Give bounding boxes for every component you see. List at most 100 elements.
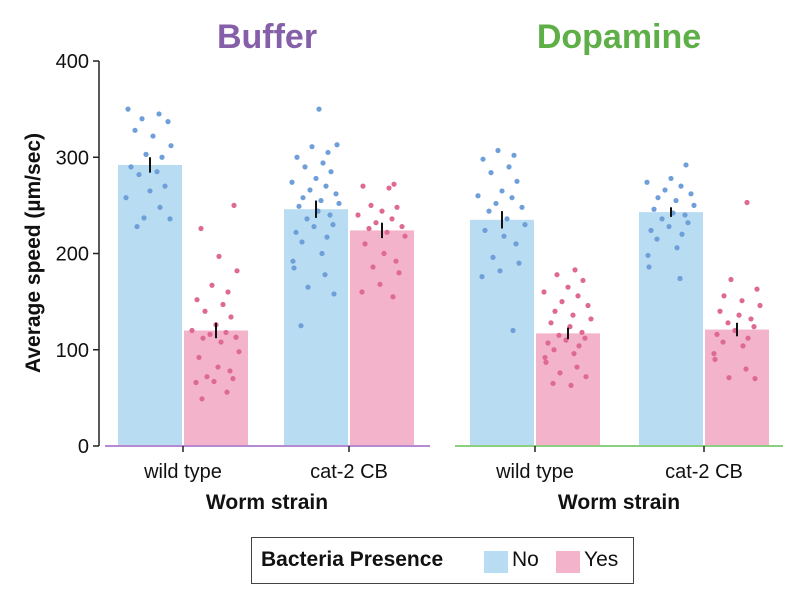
x-tick-label-buffer-cat-2-cb: cat-2 CB — [310, 461, 388, 483]
point-dopamine-cat-2-cb-yes — [744, 199, 750, 206]
point-dopamine-wild-type-no — [490, 254, 496, 260]
point-buffer-wild-type-no — [162, 183, 168, 189]
point-dopamine-wild-type-yes — [552, 308, 558, 314]
point-buffer-wild-type-yes — [224, 389, 230, 395]
point-dopamine-cat-2-cb-no — [662, 187, 668, 193]
point-buffer-wild-type-no — [132, 127, 138, 133]
y-tick-label-200: 200 — [56, 244, 89, 266]
point-buffer-cat-2-cb-yes — [381, 250, 387, 257]
point-buffer-cat-2-cb-no — [293, 229, 299, 235]
y-tick-label-300: 300 — [56, 147, 89, 169]
point-dopamine-cat-2-cb-no — [668, 175, 674, 182]
point-buffer-cat-2-cb-yes — [368, 202, 374, 208]
point-dopamine-wild-type-no — [479, 274, 485, 280]
point-buffer-wild-type-yes — [216, 253, 222, 259]
point-buffer-wild-type-yes — [231, 202, 237, 208]
panel-title-dopamine: Dopamine — [537, 18, 701, 56]
point-dopamine-cat-2-cb-no — [645, 252, 651, 259]
point-dopamine-wild-type-yes — [583, 374, 589, 380]
point-buffer-wild-type-yes — [234, 268, 240, 274]
point-dopamine-wild-type-yes — [585, 302, 591, 309]
point-buffer-wild-type-yes — [228, 314, 234, 320]
point-dopamine-cat-2-cb-no — [678, 183, 684, 189]
point-dopamine-cat-2-cb-no — [659, 216, 665, 222]
point-dopamine-wild-type-no — [475, 193, 481, 199]
point-buffer-wild-type-yes — [207, 331, 213, 337]
point-buffer-wild-type-yes — [196, 354, 202, 361]
point-buffer-cat-2-cb-yes — [359, 289, 365, 295]
point-buffer-wild-type-yes — [193, 379, 199, 386]
point-buffer-cat-2-cb-no — [296, 203, 302, 209]
bar-buffer-cat-2-cb-yes — [350, 230, 414, 446]
point-dopamine-wild-type-yes — [576, 343, 582, 349]
point-dopamine-wild-type-no — [499, 188, 505, 194]
point-dopamine-cat-2-cb-yes — [743, 366, 749, 372]
point-dopamine-wild-type-yes — [542, 354, 548, 361]
point-dopamine-wild-type-yes — [572, 267, 578, 273]
point-buffer-wild-type-yes — [211, 378, 217, 385]
point-dopamine-wild-type-yes — [571, 351, 577, 357]
point-buffer-cat-2-cb-yes — [386, 185, 392, 191]
point-buffer-cat-2-cb-yes — [402, 233, 408, 239]
point-dopamine-wild-type-yes — [568, 382, 574, 388]
point-dopamine-cat-2-cb-no — [666, 223, 672, 230]
point-dopamine-wild-type-no — [519, 204, 525, 210]
point-dopamine-cat-2-cb-yes — [754, 286, 760, 292]
point-dopamine-wild-type-yes — [556, 332, 562, 338]
point-buffer-cat-2-cb-no — [331, 291, 337, 297]
point-dopamine-cat-2-cb-yes — [751, 324, 757, 330]
point-buffer-wild-type-yes — [198, 225, 204, 232]
point-buffer-wild-type-yes — [230, 376, 236, 382]
point-dopamine-cat-2-cb-yes — [728, 276, 734, 283]
point-dopamine-cat-2-cb-no — [677, 275, 683, 282]
point-buffer-cat-2-cb-no — [302, 164, 308, 170]
point-dopamine-cat-2-cb-yes — [739, 298, 745, 304]
point-buffer-wild-type-no — [147, 188, 153, 194]
point-dopamine-cat-2-cb-no — [682, 212, 688, 218]
x-tick-label-buffer-wild-type: wild type — [143, 461, 222, 483]
x-tick-label-dopamine-cat-2-cb: cat-2 CB — [665, 461, 743, 483]
bar-dopamine-wild-type-no — [470, 219, 534, 446]
point-buffer-cat-2-cb-no — [291, 265, 297, 271]
point-dopamine-cat-2-cb-no — [655, 195, 661, 201]
bar-buffer-wild-type-yes — [184, 330, 248, 446]
point-buffer-wild-type-yes — [189, 327, 195, 334]
bar-buffer-wild-type-no — [118, 164, 182, 446]
y-tick-label-100: 100 — [56, 340, 89, 362]
point-dopamine-cat-2-cb-no — [654, 236, 660, 242]
point-buffer-cat-2-cb-yes — [379, 208, 385, 214]
point-dopamine-wild-type-no — [480, 156, 486, 162]
point-dopamine-wild-type-yes — [550, 380, 556, 387]
point-dopamine-cat-2-cb-yes — [711, 351, 717, 357]
point-dopamine-cat-2-cb-yes — [725, 320, 731, 326]
point-buffer-wild-type-no — [165, 119, 171, 125]
point-dopamine-wild-type-yes — [554, 272, 560, 278]
point-buffer-wild-type-no — [150, 133, 156, 139]
point-dopamine-wild-type-yes — [557, 370, 563, 376]
point-buffer-wild-type-yes — [218, 339, 224, 345]
bar-dopamine-cat-2-cb-yes — [705, 329, 769, 446]
point-buffer-wild-type-yes — [227, 368, 233, 374]
x-tick-label-dopamine-wild-type: wild type — [495, 461, 574, 483]
point-dopamine-wild-type-yes — [582, 335, 588, 341]
point-buffer-cat-2-cb-yes — [389, 216, 395, 222]
legend: Bacteria Presence No Yes — [251, 537, 634, 584]
point-buffer-cat-2-cb-no — [323, 183, 329, 189]
point-buffer-wild-type-yes — [236, 349, 242, 355]
point-buffer-wild-type-no — [125, 106, 131, 112]
point-buffer-cat-2-cb-no — [318, 197, 324, 204]
point-buffer-cat-2-cb-yes — [366, 225, 372, 232]
point-buffer-wild-type-yes — [200, 335, 206, 341]
point-buffer-wild-type-no — [168, 143, 174, 149]
point-buffer-cat-2-cb-no — [298, 323, 304, 329]
point-buffer-cat-2-cb-yes — [360, 183, 366, 189]
legend-title: Bacteria Presence — [261, 548, 444, 571]
point-buffer-wild-type-yes — [220, 301, 226, 308]
point-dopamine-wild-type-yes — [570, 312, 576, 318]
point-buffer-cat-2-cb-yes — [396, 270, 402, 276]
point-dopamine-cat-2-cb-yes — [752, 376, 758, 382]
point-dopamine-wild-type-no — [504, 216, 510, 222]
point-buffer-cat-2-cb-no — [305, 284, 311, 290]
point-buffer-cat-2-cb-no — [289, 179, 295, 185]
point-buffer-cat-2-cb-yes — [377, 281, 383, 287]
